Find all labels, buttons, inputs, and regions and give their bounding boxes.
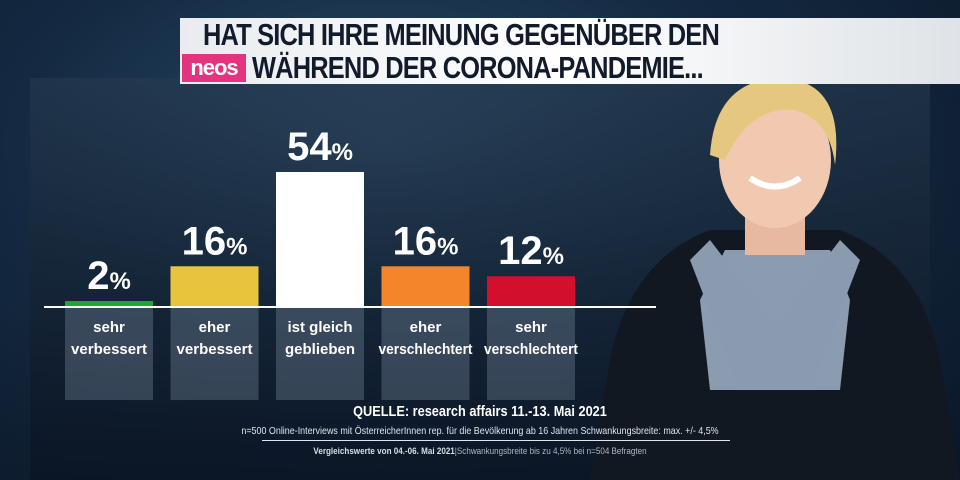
bar [381,266,470,306]
neos-logo: neos [182,54,246,82]
bar [276,172,364,306]
data-label: 16% [182,219,248,263]
category-label: sehr [93,319,125,336]
category-label-bg [276,308,364,400]
category-label: ist gleich [287,319,352,336]
category-label: eher [199,319,231,336]
title-bar: HAT SICH IHRE MEINUNG GEGENÜBER DEN WÄHR… [180,18,960,84]
source-text: QUELLE: research affairs 11.-13. Mai 202… [353,403,607,420]
category-label: eher [410,319,442,336]
data-label: 54% [287,125,353,169]
title-line-2: WÄHREND DER CORONA-PANDEMIE... [252,50,704,85]
bar [487,276,575,306]
category-label: geblieben [285,341,355,358]
category-label-bg [381,308,470,400]
bar [65,301,153,306]
category-label: verbessert [177,341,253,358]
category-label-bg [65,308,153,400]
data-label: 2% [87,254,131,298]
comparison-note: Vergleichswerte von 04.-06. Mai 2021|Sch… [72,446,888,458]
comparison-detail: |Schwankungsbreite bis zu 4,5% bei n=504… [454,446,647,457]
category-label-bg [487,308,575,400]
category-label: verschlechtert [484,341,578,358]
title-line-1: HAT SICH IHRE MEINUNG GEGENÜBER DEN [203,17,720,52]
divider [262,440,730,441]
data-label: 12% [498,229,564,273]
category-label: verbessert [71,341,147,358]
methodology-note: n=500 Online-Interviews mit Österreicher… [241,425,719,437]
bar [170,266,259,306]
person-photo [590,78,960,480]
category-label-bg [170,308,259,400]
category-label: sehr [515,319,547,336]
comparison-date: Vergleichswerte von 04.-06. Mai 2021 [313,446,455,457]
category-label: verschlechtert [379,341,473,358]
data-label: 16% [393,219,459,263]
